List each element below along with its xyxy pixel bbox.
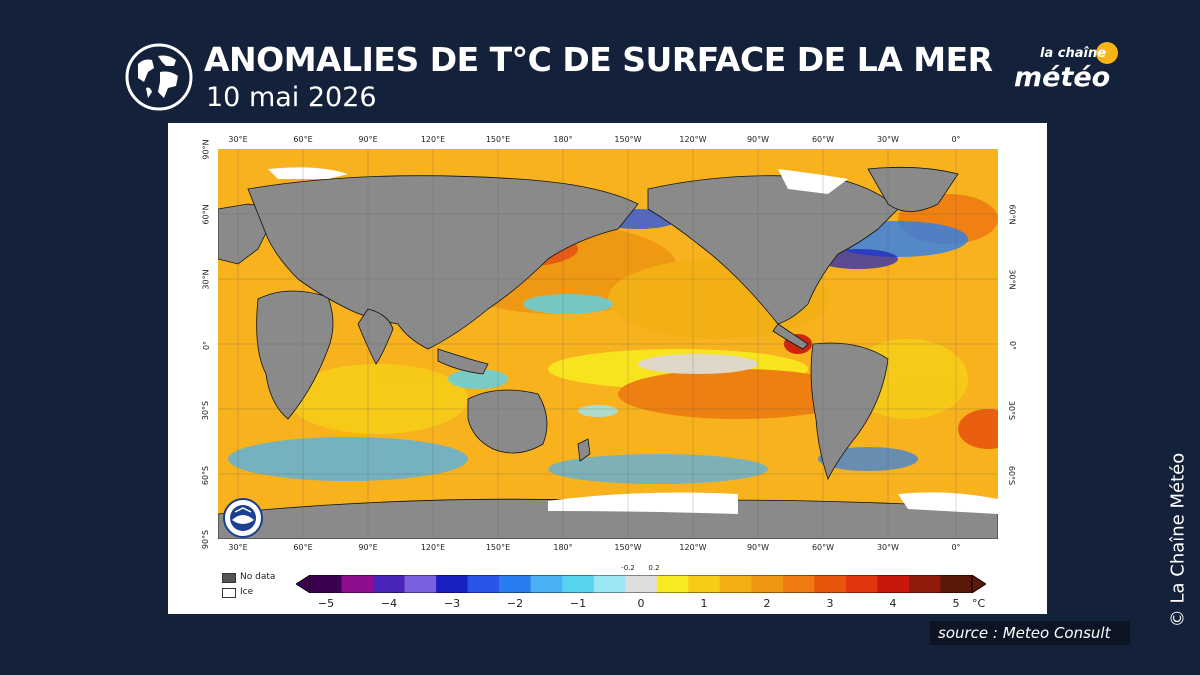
lat-label: 60°S [201, 465, 211, 486]
colorbar-segment [341, 575, 374, 593]
colorbar-segment [404, 575, 437, 593]
lon-label: 60°W [811, 135, 835, 144]
lat-label: 0° [1008, 340, 1018, 351]
lon-label: 90°W [746, 543, 770, 552]
source-caption: source : Meteo Consult [930, 621, 1130, 645]
lat-label: 30°N [1007, 269, 1017, 290]
lat-label: 90°N [201, 139, 211, 160]
lon-label: 120°E [420, 543, 446, 552]
colorbar-small-tick: -0.2 [621, 564, 635, 572]
lon-label: 120°E [420, 135, 446, 144]
colorbar-segment [625, 575, 658, 593]
colorbar-segment [688, 575, 721, 593]
colorbar-small-tick: 0.2 [648, 564, 660, 572]
colorbar-segment [845, 575, 878, 593]
colorbar-segment [782, 575, 815, 593]
colorbar-segment [908, 575, 941, 593]
land [218, 166, 998, 539]
lon-label: 180° [553, 543, 573, 552]
copyright-text: © La Chaîne Météo [1167, 452, 1189, 628]
logo-main-text: météo [1014, 62, 1111, 93]
lon-label: 30°W [876, 135, 900, 144]
copyright-notice: © La Chaîne Météo [1163, 420, 1193, 660]
colorbar-tick: 5 [952, 597, 960, 610]
lat-label: 60°N [1007, 204, 1017, 225]
colorbar-segment [467, 575, 500, 593]
date-subtitle: 10 mai 2026 [206, 82, 377, 113]
colorbar-segment [719, 575, 752, 593]
colorbar-segment [814, 575, 847, 593]
no-data-swatch [222, 573, 236, 583]
lat-label: 30°S [201, 400, 211, 421]
lon-label: 120°W [679, 135, 707, 144]
colorbar-segment [656, 575, 689, 593]
lat-label: 30°S [1007, 400, 1017, 421]
colorbar-tick: 0 [637, 597, 645, 610]
lon-label: 60°E [293, 135, 313, 144]
sea-ice [268, 167, 998, 514]
lon-label: 90°W [746, 135, 770, 144]
lon-label: 150°W [614, 135, 642, 144]
lon-label: 30°E [228, 543, 248, 552]
lat-label: 90°S [201, 529, 211, 550]
map-panel: 30°E 60°E 90°E 120°E 150°E 180° 150°W 12… [168, 123, 1047, 614]
colorbar-segment [436, 575, 469, 593]
colorbar-segment [562, 575, 595, 593]
lon-label: 30°E [228, 135, 248, 144]
colorbar-segment [940, 575, 973, 593]
ice-swatch [222, 588, 236, 598]
lon-label: 180° [553, 135, 573, 144]
lon-label: 30°W [876, 543, 900, 552]
colorbar-max-arrow [971, 575, 986, 593]
colorbar-tick: −3 [443, 597, 461, 610]
colorbar [296, 575, 986, 593]
lat-label: 0° [202, 340, 212, 351]
no-data-label: No data [240, 572, 276, 582]
colorbar-min-arrow [296, 575, 311, 593]
lon-label: 60°W [811, 543, 835, 552]
colorbar-frame [309, 575, 973, 593]
lat-label: 60°N [201, 204, 211, 225]
lon-label: 90°E [358, 543, 378, 552]
sun-icon [1096, 42, 1118, 64]
graticule [218, 149, 998, 539]
noaa-logo [223, 498, 263, 538]
lon-label: 150°W [614, 543, 642, 552]
colorbar-segment [593, 575, 626, 593]
colorbar-tick: 4 [889, 597, 897, 610]
page-title: ANOMALIES DE T°C DE SURFACE DE LA MER [204, 40, 993, 79]
colorbar-segment [310, 575, 343, 593]
colorbar-tick: 3 [826, 597, 834, 610]
colorbar-tick: −1 [569, 597, 587, 610]
colorbar-tick: −5 [317, 597, 335, 610]
sst-anomaly-map [218, 149, 998, 539]
lat-label: 30°N [201, 269, 211, 290]
lon-label: 120°W [679, 543, 707, 552]
ice-label: Ice [240, 587, 254, 597]
lon-label: 150°E [485, 135, 511, 144]
colorbar-tick: 2 [763, 597, 771, 610]
colorbar-segment [751, 575, 784, 593]
colorbar-segment [499, 575, 532, 593]
lon-label: 0° [951, 543, 961, 552]
colorbar-segment [530, 575, 563, 593]
lon-label: 0° [951, 135, 961, 144]
globe-icon [125, 43, 193, 111]
colorbar-unit: °C [972, 597, 986, 610]
colorbar-segment [877, 575, 910, 593]
lon-label: 90°E [358, 135, 378, 144]
colorbar-tick: 1 [700, 597, 708, 610]
colorbar-segment [373, 575, 406, 593]
colorbar-tick: −4 [380, 597, 398, 610]
lat-label: 60°S [1007, 465, 1017, 486]
brand-logo: la chaîne météo [1010, 40, 1122, 110]
colorbar-tick: −2 [506, 597, 524, 610]
lon-label: 150°E [485, 543, 511, 552]
logo-top-text: la chaîne [1040, 46, 1107, 61]
lon-label: 60°E [293, 543, 313, 552]
